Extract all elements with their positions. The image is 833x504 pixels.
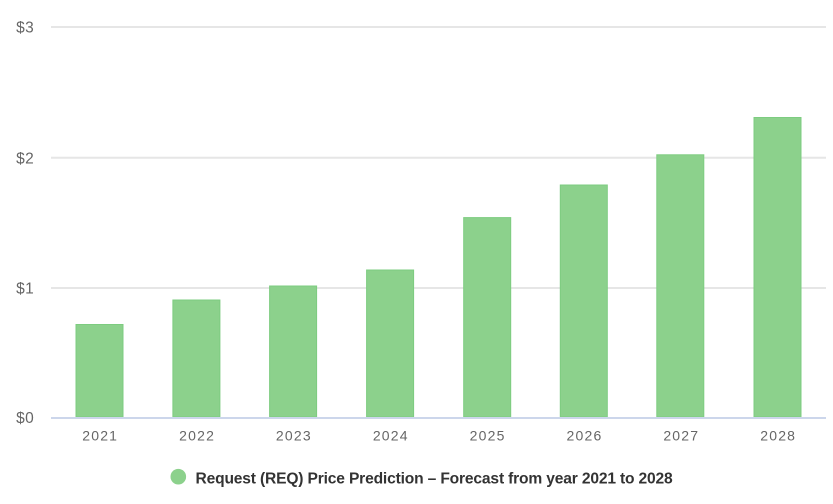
svg-text:Request (REQ) Price Prediction: Request (REQ) Price Prediction – Forecas… [196,470,674,487]
svg-text:2021: 2021 [82,428,118,444]
svg-text:$1: $1 [16,281,34,298]
svg-text:2025: 2025 [470,428,506,444]
svg-text:$3: $3 [16,20,34,37]
svg-text:$0: $0 [16,410,34,427]
svg-text:2023: 2023 [276,428,312,444]
svg-text:$2: $2 [16,150,34,167]
svg-text:2022: 2022 [179,428,215,444]
svg-text:2024: 2024 [373,428,409,444]
svg-text:2027: 2027 [663,428,699,444]
svg-text:2028: 2028 [760,428,796,444]
svg-text:2026: 2026 [567,428,603,444]
